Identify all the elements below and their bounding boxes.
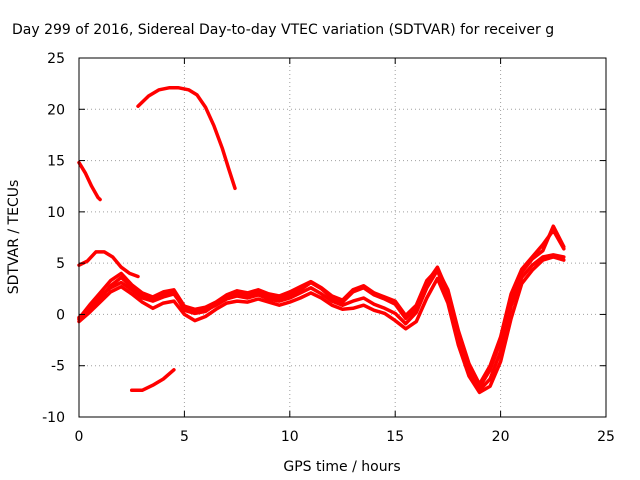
series-arc-b xyxy=(136,85,237,191)
series-multi-1 xyxy=(77,253,566,393)
series-multi-2 xyxy=(77,255,566,395)
y-axis-label: SDTVAR / TECUs xyxy=(6,180,22,295)
y-tick-label: -5 xyxy=(51,359,65,375)
x-tick-label: 20 xyxy=(492,429,510,445)
series-group xyxy=(77,85,566,395)
x-tick-label: 25 xyxy=(597,429,615,445)
x-tick-label: 10 xyxy=(281,429,299,445)
y-tick-label: 5 xyxy=(56,256,65,272)
x-tick-label: 0 xyxy=(75,429,84,445)
series-arc-a xyxy=(77,160,102,202)
y-tick-label: 15 xyxy=(47,154,65,170)
y-tick-label: 10 xyxy=(47,205,65,221)
series-multi-4 xyxy=(77,228,566,386)
x-tick-label: 15 xyxy=(386,429,404,445)
x-tick-label: 5 xyxy=(180,429,189,445)
x-axis-label: GPS time / hours xyxy=(283,459,400,475)
y-tick-label: -10 xyxy=(42,410,65,426)
series-arc-d xyxy=(129,368,176,393)
series-arc-c xyxy=(77,250,140,279)
grid xyxy=(79,58,606,417)
plot-frame xyxy=(78,57,607,418)
y-tick-label: 25 xyxy=(47,51,65,67)
chart-title: Day 299 of 2016, Sidereal Day-to-day VTE… xyxy=(12,22,554,38)
y-tick-label: 0 xyxy=(56,307,65,323)
axis-ticks: 0 5 10 15 20 25 -10 -5 0 5 10 15 20 25 xyxy=(42,51,615,445)
y-tick-label: 20 xyxy=(47,102,65,118)
